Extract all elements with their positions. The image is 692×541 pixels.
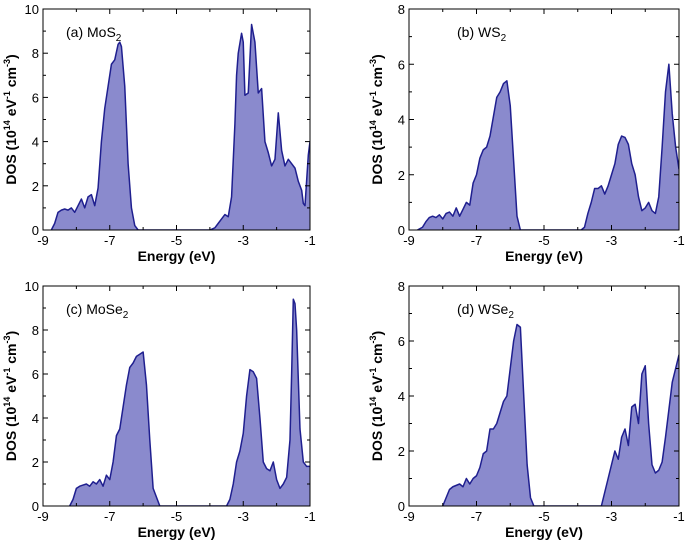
y-tick-label: 8: [32, 323, 39, 338]
dos-line-c: [69, 298, 310, 506]
x-tick-label: -9: [403, 233, 415, 248]
x-tick-label: -1: [304, 509, 316, 524]
y-tick-label: 6: [32, 367, 39, 382]
panel-d: -9 -7 -5 -3 -1 0 2 4 6 8 Energy (eV) DOS (1014 eV-1…: [368, 279, 685, 540]
y-axis-label: DOS (1014 eV-1 cm-3): [368, 54, 385, 184]
y-tick-label: 2: [32, 179, 39, 194]
y-tick-label: 4: [398, 113, 405, 128]
y-tick-label: 2: [32, 455, 39, 470]
y-tick-label: 4: [32, 135, 39, 150]
panel-c: -9 -7 -5 -3 -1 0 2 4 6 8 10 Energy (eV) DOS (1014 eV…: [2, 279, 316, 540]
y-tick-label: 2: [398, 168, 405, 183]
x-tick-label: -3: [606, 509, 618, 524]
y-axis-label: DOS (1014 eV-1 cm-3): [368, 331, 385, 461]
x-tick-label: -5: [538, 233, 550, 248]
y-tick-label: 0: [398, 499, 405, 514]
x-tick-label: -5: [171, 509, 183, 524]
x-axis-label: Energy (eV): [505, 524, 583, 540]
panel-label-a: (a) MoS2: [66, 24, 122, 44]
x-tick-label: -9: [403, 509, 415, 524]
dos-area-c: [69, 299, 310, 506]
panel-label-b: (b) WS2: [457, 24, 507, 44]
panel-label-d: (d) WSe2: [457, 301, 514, 321]
y-tick-label: 10: [25, 2, 39, 17]
x-axis-label: Energy (eV): [138, 524, 216, 540]
x-tick-label: -3: [237, 233, 249, 248]
y-tick-label: 4: [398, 389, 405, 404]
panel-b: -9 -7 -5 -3 -1 0 2 4 6 8 Energy (eV) DOS (1014 eV-1…: [368, 2, 685, 264]
dos-line-b: [417, 63, 679, 230]
y-tick-label: 8: [398, 279, 405, 294]
y-tick-label: 4: [32, 411, 39, 426]
x-tick-label: -9: [37, 233, 49, 248]
dos-line-d: [442, 323, 679, 506]
y-tick-label: 10: [25, 279, 39, 294]
x-tick-label: -1: [673, 233, 685, 248]
x-tick-label: -1: [304, 233, 316, 248]
x-tick-label: -7: [471, 233, 483, 248]
dos-area-b: [417, 64, 679, 230]
panel-a: -9 -7 -5 -3 -1 0 2 4 6 8 10 Energy (eV) DOS (1014 eV…: [2, 2, 316, 264]
x-axis-label: Energy (eV): [505, 248, 583, 264]
x-tick-label: -3: [606, 233, 618, 248]
y-tick-label: 8: [32, 46, 39, 61]
y-tick-label: 0: [32, 499, 39, 514]
y-axis-label: DOS (1014 eV-1 cm-3): [2, 331, 19, 461]
y-tick-label: 6: [398, 334, 405, 349]
x-tick-label: -3: [237, 509, 249, 524]
x-tick-label: -7: [104, 233, 116, 248]
x-tick-label: -7: [104, 509, 116, 524]
x-tick-label: -5: [171, 233, 183, 248]
y-tick-label: 8: [398, 2, 405, 17]
x-tick-label: -7: [471, 509, 483, 524]
y-tick-label: 0: [398, 223, 405, 238]
y-tick-label: 2: [398, 444, 405, 459]
x-axis-label: Energy (eV): [138, 248, 216, 264]
x-tick-label: -9: [37, 509, 49, 524]
y-axis-label: DOS (1014 eV-1 cm-3): [2, 54, 19, 184]
dos-line-a: [50, 23, 310, 230]
x-tick-label: -1: [673, 509, 685, 524]
y-tick-label: 6: [398, 57, 405, 72]
dos-area-d: [442, 324, 679, 506]
dos-area-a: [51, 24, 310, 230]
panel-label-c: (c) MoSe2: [66, 301, 129, 321]
y-tick-label: 6: [32, 90, 39, 105]
x-tick-label: -5: [538, 509, 550, 524]
y-tick-label: 0: [32, 223, 39, 238]
